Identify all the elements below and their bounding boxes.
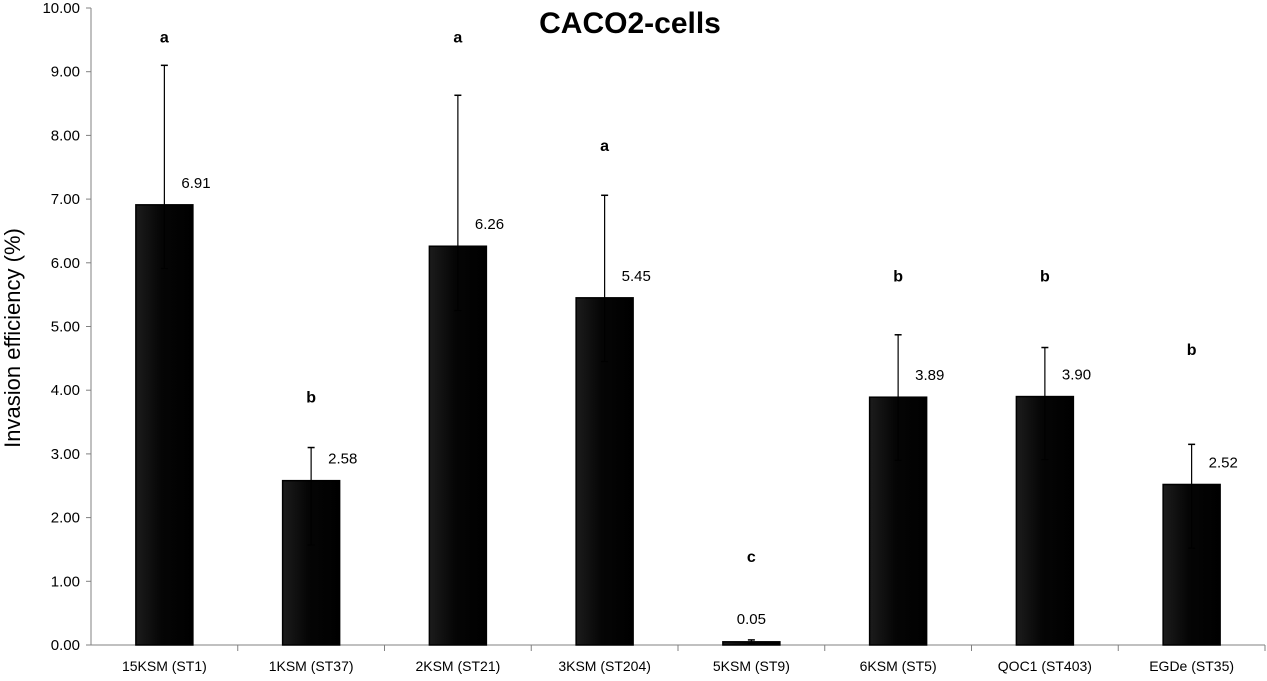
x-tick-label: 6KSM (ST5) [860, 658, 937, 674]
value-label: 3.90 [1062, 367, 1091, 384]
y-tick-label: 10.00 [42, 0, 80, 17]
bar [428, 245, 488, 646]
x-tick-group: 15KSM (ST1) 1KSM (ST37) 2KSM (ST21) 3KSM (S… [122, 645, 1266, 674]
significance-label: a [160, 30, 169, 47]
bar-group: 6.91 a 2.58 b 6.26 a 5.45 a 0.05 c 3.89 b 3.90 b 2.52 b [135, 30, 1238, 646]
bar [281, 479, 341, 646]
value-label: 6.91 [181, 175, 210, 192]
significance-label: a [453, 30, 462, 47]
y-axis-label: Invasion efficiency (%) [0, 228, 25, 448]
y-tick-label: 3.00 [51, 446, 80, 463]
x-tick-label: 2KSM (ST21) [415, 658, 500, 674]
x-tick-label: EGDe (ST35) [1149, 658, 1234, 674]
significance-label: b [306, 390, 316, 407]
value-label: 5.45 [622, 268, 651, 285]
y-tick-label: 5.00 [51, 319, 80, 336]
y-tick-label: 0.00 [51, 637, 80, 654]
value-label: 2.58 [328, 451, 357, 468]
x-tick-label: 5KSM (ST9) [713, 658, 790, 674]
significance-label: b [1187, 342, 1197, 359]
y-tick-label: 8.00 [51, 127, 80, 144]
chart-title: CACO2-cells [539, 7, 721, 40]
value-label: 2.52 [1209, 454, 1238, 471]
y-tick-label: 1.00 [51, 573, 80, 590]
x-tick-label: QOC1 (ST403) [998, 658, 1092, 674]
significance-label: c [747, 549, 756, 566]
significance-label: a [600, 138, 609, 155]
value-label: 3.89 [915, 367, 944, 384]
x-tick-label: 15KSM (ST1) [122, 658, 207, 674]
significance-label: b [893, 269, 903, 286]
x-tick-label: 3KSM (ST204) [558, 658, 651, 674]
y-tick-label: 4.00 [51, 382, 80, 399]
significance-label: b [1040, 269, 1050, 286]
value-label: 6.26 [475, 216, 504, 233]
x-tick-label: 1KSM (ST37) [269, 658, 354, 674]
y-tick-label: 9.00 [51, 64, 80, 81]
bar [135, 204, 194, 646]
y-tick-label: 7.00 [51, 191, 80, 208]
y-tick-label: 2.00 [51, 510, 80, 527]
y-tick-group: 0.00 1.00 2.00 3.00 4.00 5.00 6.00 7.00 8.00 9.00… [42, 0, 91, 654]
y-tick-label: 6.00 [51, 255, 80, 272]
value-label: 0.05 [737, 611, 766, 628]
